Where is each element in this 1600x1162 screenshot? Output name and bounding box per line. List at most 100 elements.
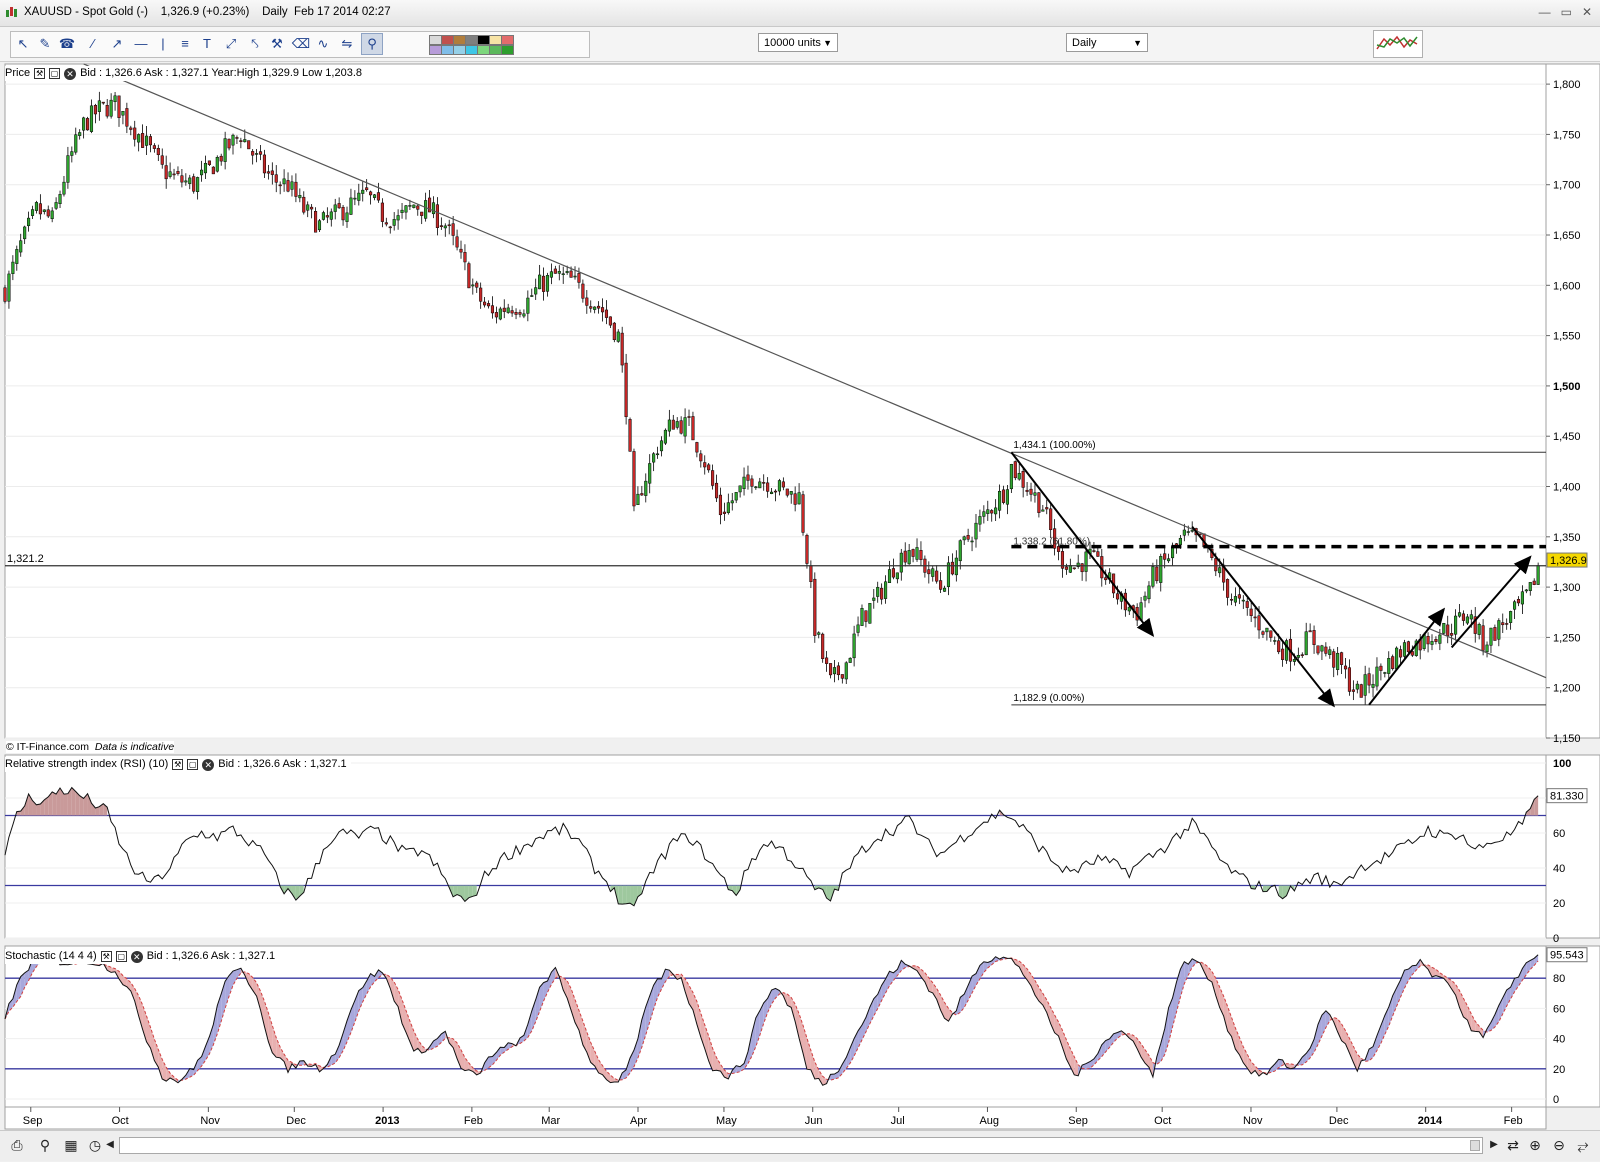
candle (554, 269, 557, 274)
close-panel-icon[interactable]: ✕ (131, 951, 143, 963)
fibonacci-tool-icon[interactable]: ≡ (175, 34, 195, 54)
minimize-icon[interactable]: — (1539, 5, 1551, 19)
rsi-oversold-fill (622, 886, 626, 905)
candle (1344, 666, 1347, 669)
units-select[interactable]: 10000 units▼ (758, 33, 838, 52)
close-icon[interactable]: ✕ (1582, 5, 1592, 19)
text-tool-icon[interactable]: T (197, 34, 217, 54)
print-icon[interactable]: ⎙ (8, 1136, 26, 1154)
candle (1450, 633, 1453, 635)
window-icon[interactable]: ▢ (187, 759, 198, 770)
price-tick-label: 1,800 (1553, 79, 1581, 91)
candle (487, 303, 490, 306)
chart-type-button[interactable] (1373, 30, 1423, 58)
candle (59, 194, 62, 203)
pin-icon[interactable]: ⚲ (36, 1136, 54, 1154)
rsi-panel[interactable]: 02040608010081.330 (5, 755, 1600, 945)
candle (1297, 655, 1300, 657)
line-tool-icon[interactable]: ∕ (83, 34, 103, 54)
candle (684, 418, 687, 437)
wrench-icon[interactable]: ⚒ (34, 68, 45, 79)
ray-tool-icon[interactable]: ↗ (107, 34, 127, 54)
candle (228, 139, 231, 148)
candle (326, 215, 329, 217)
window-icon[interactable]: ▢ (49, 68, 60, 79)
candle (849, 658, 852, 662)
candle (727, 503, 730, 513)
candle (212, 167, 215, 174)
candle (106, 105, 109, 116)
candle (1513, 602, 1516, 610)
channel-tool-icon[interactable]: ⤣ (245, 34, 265, 54)
candle (1128, 607, 1131, 611)
zoom-in-icon[interactable]: ⊕ (1526, 1136, 1544, 1154)
candle (8, 274, 11, 301)
scroll-thumb[interactable] (1470, 1140, 1480, 1151)
candle (1022, 471, 1025, 487)
candle (90, 106, 93, 132)
scroll-left-icon[interactable]: ◀ (101, 1136, 119, 1154)
restore-icon[interactable]: ▭ (1561, 5, 1572, 19)
interval-select[interactable]: Daily▼ (1066, 33, 1148, 52)
delete-drawings-icon[interactable]: ⌫ (291, 34, 311, 54)
rsi-plot-bg (5, 755, 1546, 938)
candle (495, 312, 498, 317)
candle (570, 271, 573, 277)
zoom-fit-icon[interactable]: ⇄ (1504, 1136, 1522, 1154)
candle (1069, 565, 1072, 572)
vertical-line-icon[interactable]: | (153, 34, 173, 54)
calendar-icon[interactable]: ▦ (62, 1136, 80, 1154)
candle (302, 197, 305, 212)
color-swatch[interactable] (501, 35, 514, 45)
scroll-right-icon[interactable]: ▶ (1485, 1136, 1503, 1154)
candle (365, 188, 368, 190)
time-tick-label: 2014 (1418, 1115, 1443, 1127)
candle (1498, 621, 1501, 640)
candle (794, 494, 797, 505)
reset-zoom-icon[interactable]: ⥂ (1574, 1136, 1592, 1154)
window-icon[interactable]: ▢ (116, 951, 127, 962)
rsi-tick-label: 0 (1553, 933, 1559, 945)
time-scrollbar[interactable] (119, 1137, 1483, 1154)
candle (1226, 579, 1229, 597)
wrench-icon[interactable]: ⚒ (172, 759, 183, 770)
candle (1486, 645, 1489, 652)
close-panel-icon[interactable]: ✕ (202, 759, 214, 771)
tools-settings-icon[interactable]: ⚒ (267, 34, 287, 54)
pattern-tool-icon[interactable]: ⇋ (337, 34, 357, 54)
color-swatch[interactable] (501, 45, 514, 55)
arrow-tool-icon[interactable]: ⤢ (221, 34, 241, 54)
candle (145, 136, 148, 145)
candle (1501, 623, 1504, 625)
close-panel-icon[interactable]: ✕ (64, 68, 76, 80)
candle (1407, 642, 1410, 652)
candle (1525, 590, 1528, 591)
price-panel[interactable]: 1,1501,2001,2501,3001,3501,4001,4501,500… (4, 64, 1600, 745)
alarm-tool-icon[interactable]: ☎ (57, 34, 77, 54)
zoom-tool-icon[interactable]: ⚲ (361, 33, 383, 55)
candle (558, 271, 561, 273)
candle (589, 307, 592, 309)
candle (935, 571, 938, 581)
bottom-bar: ⎙ ⚲ ▦ ◷ ◀ ▶ ⇄ ⊕ ⊖ ⥂ (0, 1130, 1600, 1161)
candle (582, 284, 585, 298)
candle (126, 108, 129, 126)
candle (224, 139, 227, 162)
zigzag-tool-icon[interactable]: ∿ (313, 34, 333, 54)
chart-area[interactable]: 1,1501,2001,2501,3001,3501,4001,4501,500… (0, 62, 1600, 1162)
pointer-tool-icon[interactable]: ↖ (13, 34, 33, 54)
candle (373, 195, 376, 198)
candle (137, 134, 140, 142)
candle (82, 118, 85, 130)
horizontal-line-icon[interactable]: — (131, 34, 151, 54)
price-tick-label: 1,400 (1553, 482, 1581, 494)
candle (1380, 666, 1383, 670)
candle (916, 547, 919, 559)
time-tick-label: Sep (1068, 1115, 1088, 1127)
candle (766, 483, 769, 492)
zoom-out-icon[interactable]: ⊖ (1550, 1136, 1568, 1154)
ruler-tool-icon[interactable]: ✎ (35, 34, 55, 54)
wrench-icon[interactable]: ⚒ (101, 951, 112, 962)
candle (644, 481, 647, 495)
